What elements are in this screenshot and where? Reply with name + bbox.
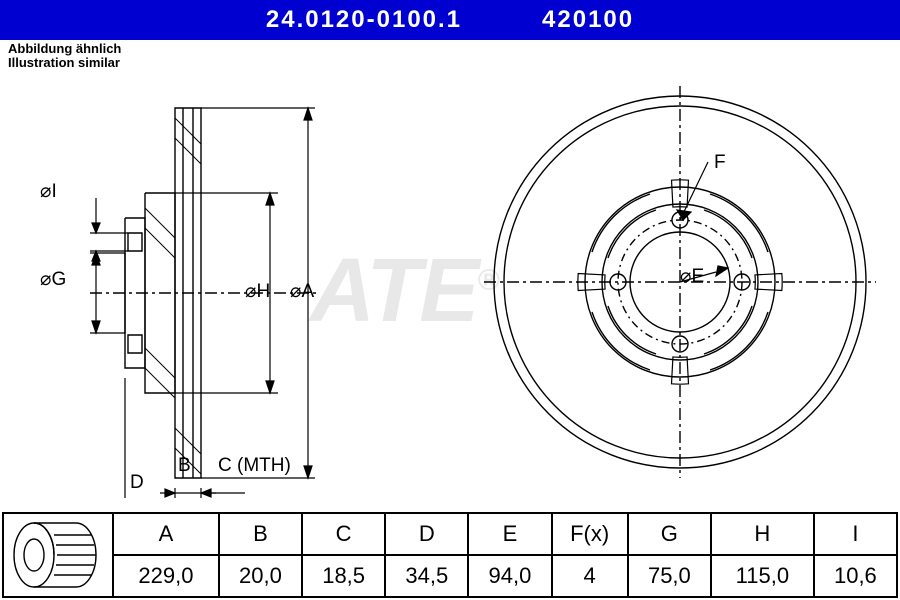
td-E: 94,0 [468,555,551,597]
th-A: A [113,513,219,555]
dim-B: B [178,455,191,477]
spec-table: A B C D E F(x) G H I 229,0 20,0 18,5 34,… [2,512,898,598]
td-C: 18,5 [302,555,385,597]
th-H: H [711,513,814,555]
vented-disc-icon [4,517,104,593]
th-C: C [302,513,385,555]
th-E: E [468,513,551,555]
td-D: 34,5 [385,555,468,597]
td-B: 20,0 [219,555,302,597]
th-D: D [385,513,468,555]
th-I: I [814,513,897,555]
td-I: 10,6 [814,555,897,597]
table-value-row: 229,0 20,0 18,5 34,5 94,0 4 75,0 115,0 1… [3,555,897,597]
td-F: 4 [552,555,628,597]
th-G: G [628,513,711,555]
dim-H: ⌀H [245,280,270,303]
dim-D: D [130,472,144,494]
dim-A: ⌀A [290,280,314,303]
dim-C: C (MTH) [218,455,291,477]
td-H: 115,0 [711,555,814,597]
diagram-area: ATE® [0,40,900,480]
th-B: B [219,513,302,555]
part-number: 24.0120-0100.1 [266,6,462,34]
table-header-row: A B C D E F(x) G H I [3,513,897,555]
dim-I: ⌀I [40,180,57,203]
td-G: 75,0 [628,555,711,597]
dim-E: ⌀E [680,265,704,288]
td-A: 229,0 [113,555,219,597]
dim-G: ⌀G [40,268,66,291]
header-bar: 24.0120-0100.1 420100 [0,0,900,40]
th-F: F(x) [552,513,628,555]
disc-icon-cell [3,513,113,597]
dim-F: F [714,152,726,174]
short-code: 420100 [542,6,634,34]
